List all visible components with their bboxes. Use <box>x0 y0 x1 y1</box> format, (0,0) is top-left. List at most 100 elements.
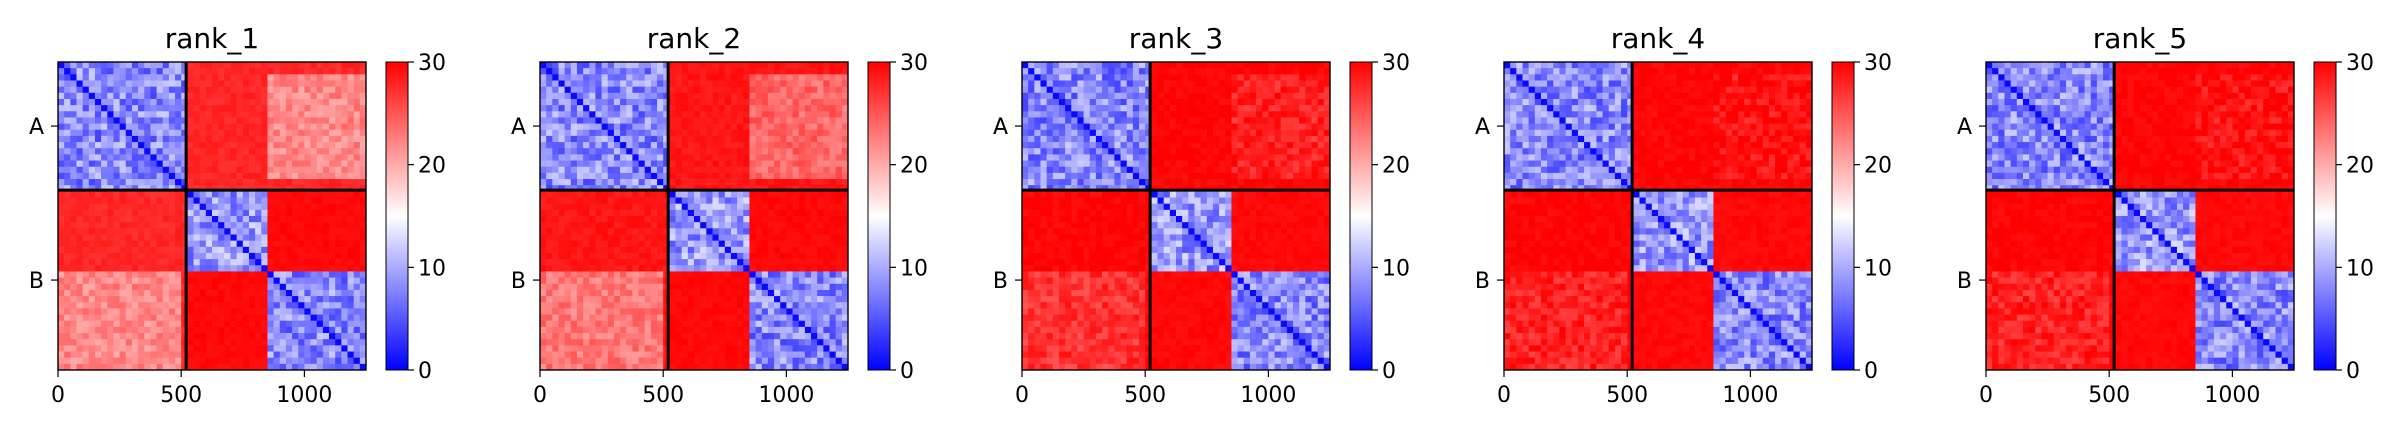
heatmap-cell <box>632 308 639 315</box>
heatmap-cell <box>292 148 299 155</box>
heatmap-cell <box>608 99 615 106</box>
heatmap-cell <box>132 173 139 180</box>
heatmap-cell <box>836 352 843 359</box>
heatmap-cell <box>304 167 311 174</box>
heatmap-cell <box>620 154 627 161</box>
heatmap-cell <box>737 99 744 106</box>
heatmap-cell <box>743 278 750 285</box>
heatmap-cell <box>150 130 157 137</box>
heatmap-cell <box>329 308 336 315</box>
heatmap-cell <box>311 247 318 254</box>
heatmap-cell <box>218 290 225 297</box>
heatmap-cell <box>836 308 843 315</box>
heatmap-cell <box>608 87 615 94</box>
heatmap-cell <box>552 228 559 235</box>
heatmap-cell <box>194 284 201 291</box>
heatmap-cell <box>583 154 590 161</box>
heatmap-cell <box>836 253 843 260</box>
heatmap-cell <box>311 204 318 211</box>
heatmap-cell <box>132 259 139 266</box>
heatmap-cell <box>602 222 609 229</box>
heatmap-cell <box>817 296 824 303</box>
heatmap-cell <box>274 99 281 106</box>
heatmap-cell <box>805 222 812 229</box>
heatmap-cell <box>126 99 133 106</box>
heatmap-cell <box>731 327 738 334</box>
heatmap-cell <box>768 259 775 266</box>
heatmap-cell <box>830 296 837 303</box>
heatmap-cell <box>335 62 342 69</box>
heatmap-cell <box>224 222 231 229</box>
heatmap-cell <box>669 327 676 334</box>
heatmap-cell <box>120 290 127 297</box>
heatmap-cell <box>719 284 726 291</box>
heatmap-cell <box>712 345 719 352</box>
heatmap-cell <box>224 253 231 260</box>
heatmap-cell <box>120 222 127 229</box>
heatmap-cell <box>719 352 726 359</box>
heatmap-cell <box>725 339 732 346</box>
heatmap-cell <box>558 296 565 303</box>
heatmap-cell <box>589 124 596 131</box>
heatmap-cell <box>805 130 812 137</box>
heatmap-cell <box>175 216 182 223</box>
heatmap-cell <box>688 321 695 328</box>
heatmap-cell <box>694 284 701 291</box>
heatmap-cell <box>298 130 305 137</box>
heatmap-cell <box>341 161 348 168</box>
heatmap-cell <box>712 284 719 291</box>
heatmap-cell <box>836 99 843 106</box>
heatmap-cell <box>274 80 281 87</box>
heatmap-cell <box>280 327 287 334</box>
heatmap-cell <box>565 296 572 303</box>
heatmap-cell <box>632 247 639 254</box>
heatmap-cell <box>335 247 342 254</box>
heatmap-cell <box>132 111 139 118</box>
heatmap-cell <box>329 179 336 186</box>
heatmap-cell <box>150 222 157 229</box>
heatmap-cell <box>243 222 250 229</box>
heatmap-cell <box>83 265 90 272</box>
heatmap-cell <box>157 296 164 303</box>
heatmap-cell <box>719 339 726 346</box>
heatmap-cell <box>335 173 342 180</box>
heatmap-cell <box>286 87 293 94</box>
heatmap-cell <box>595 93 602 100</box>
heatmap-cell <box>267 290 274 297</box>
heatmap-cell <box>298 87 305 94</box>
heatmap-cell <box>76 302 83 309</box>
heatmap-cell <box>58 358 65 365</box>
heatmap-cell <box>639 99 646 106</box>
heatmap-cell <box>595 265 602 272</box>
heatmap-cell <box>731 222 738 229</box>
heatmap-cell <box>187 74 194 81</box>
heatmap-cell <box>571 228 578 235</box>
heatmap-cell <box>620 352 627 359</box>
heatmap-cell <box>645 74 652 81</box>
heatmap-cell <box>762 191 769 198</box>
heatmap-cell <box>694 290 701 297</box>
heatmap-cell <box>756 265 763 272</box>
heatmap-cell <box>218 136 225 143</box>
heatmap-cell <box>89 308 96 315</box>
heatmap-cell <box>583 241 590 248</box>
heatmap-cell <box>626 315 633 322</box>
heatmap-cell <box>70 315 77 322</box>
heatmap-cell <box>583 315 590 322</box>
heatmap-cell <box>811 302 818 309</box>
heatmap-cell <box>571 210 578 217</box>
heatmap-cell <box>558 290 565 297</box>
heatmap-cell <box>194 93 201 100</box>
heatmap-cell <box>682 74 689 81</box>
heatmap-cell <box>286 253 293 260</box>
heatmap-cell <box>793 99 800 106</box>
heatmap-cell <box>602 124 609 131</box>
heatmap-cell <box>762 117 769 124</box>
heatmap-cell <box>267 302 274 309</box>
heatmap-cell <box>175 234 182 241</box>
heatmap-cell <box>138 358 145 365</box>
heatmap-cell <box>101 210 108 217</box>
heatmap-cell <box>583 62 590 69</box>
heatmap-cell <box>348 358 355 365</box>
heatmap-cell <box>237 308 244 315</box>
